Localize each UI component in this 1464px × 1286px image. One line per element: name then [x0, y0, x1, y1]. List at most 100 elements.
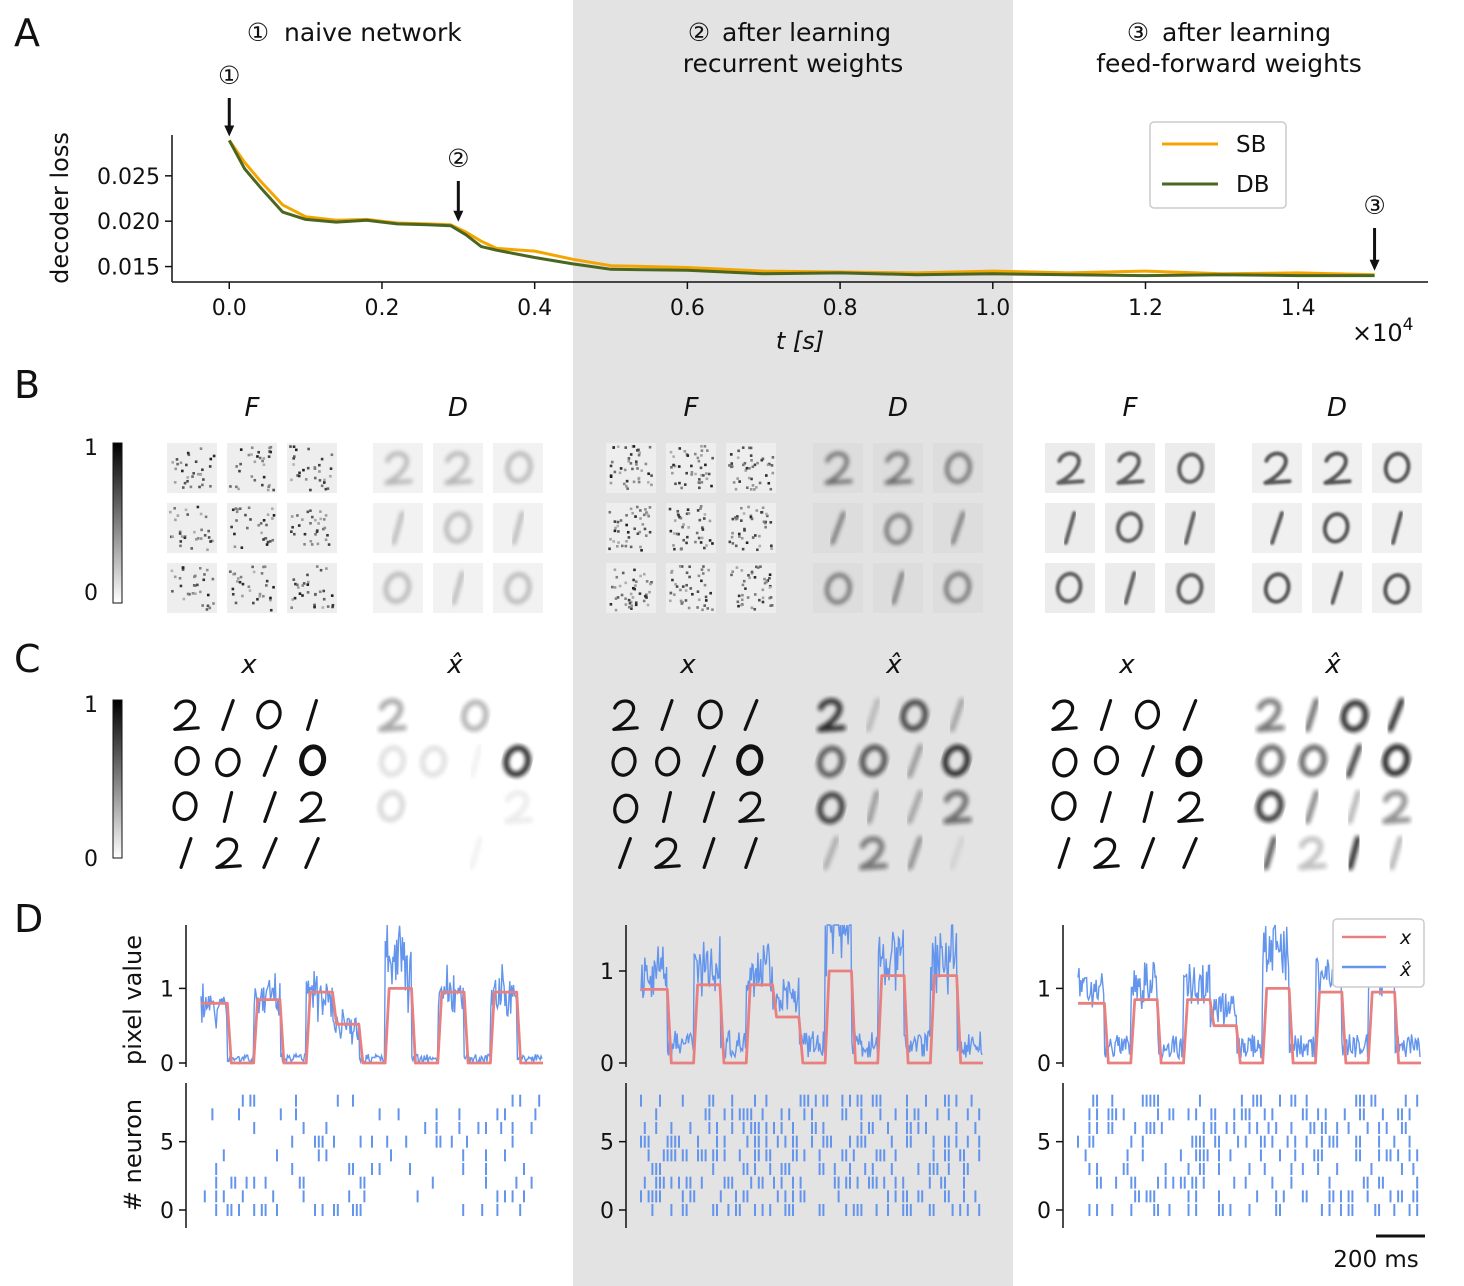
- digit-stroke-1: [891, 571, 905, 605]
- weights-cell: [493, 443, 543, 493]
- weight-pixel: [702, 517, 706, 520]
- weight-pixel: [673, 464, 677, 468]
- weight-pixel: [768, 576, 771, 580]
- pixel-tick-label: 1: [160, 977, 174, 1002]
- stage-2-shading: [573, 0, 1013, 1286]
- weight-pixel: [321, 606, 325, 609]
- weights-cell: [373, 563, 423, 613]
- weight-pixel: [676, 509, 680, 513]
- weight-pixel: [672, 544, 675, 547]
- panel-letter-a: A: [14, 11, 40, 55]
- weight-pixel: [636, 532, 640, 536]
- weight-pixel: [741, 593, 744, 597]
- weight-pixel: [181, 469, 184, 473]
- weight-pixel: [632, 578, 635, 582]
- digit-stroke-1: [262, 836, 278, 870]
- loss-chart-markers: ① ② ③: [218, 61, 1386, 271]
- weight-pixel: [761, 506, 765, 510]
- pixel-tick-label: 0: [600, 1052, 614, 1077]
- weight-pixel: [636, 467, 639, 470]
- weight-pixel: [648, 506, 652, 509]
- weight-pixel: [769, 596, 773, 599]
- weight-pixel: [629, 592, 633, 596]
- weight-pixel: [314, 518, 317, 522]
- digit-stroke-1: [744, 836, 758, 870]
- weight-pixel: [262, 538, 265, 541]
- weight-pixel: [265, 584, 268, 587]
- digit-stroke-2: [1177, 791, 1204, 823]
- weights-cell: [1105, 503, 1155, 553]
- weight-pixel: [269, 598, 272, 602]
- weight-pixel: [230, 525, 233, 529]
- weight-pixel: [178, 532, 182, 535]
- weights-cell: [1312, 503, 1362, 553]
- weights-cell: [813, 563, 863, 613]
- digit-stroke-0: [655, 746, 681, 777]
- weight-pixel: [296, 474, 299, 477]
- weight-pixel: [314, 532, 317, 536]
- weight-pixel: [673, 547, 676, 551]
- weight-pixel: [672, 532, 676, 535]
- weight-pixel: [756, 548, 759, 552]
- weight-pixel: [677, 532, 680, 536]
- weights-group-3-f: F: [1045, 393, 1215, 613]
- weight-pixel: [768, 596, 771, 600]
- weight-pixel: [749, 514, 753, 518]
- weight-pixel: [700, 454, 703, 457]
- weight-pixel: [698, 478, 701, 481]
- weight-pixel: [703, 513, 707, 516]
- loss-chart: 0.0 0.2 0.4 0.6 0.8 1.0 1.2 1.40.0150.0200.025 …: [46, 61, 1428, 355]
- weights-cell: [606, 443, 656, 493]
- reconstruction-group-3-xhat: x̂: [1255, 650, 1411, 871]
- weight-pixel: [181, 568, 185, 571]
- digit-stroke-1: [304, 836, 320, 870]
- digit-stroke-1: [1100, 790, 1112, 824]
- weight-pixel: [747, 573, 750, 577]
- digit-stroke-1: [906, 743, 924, 779]
- digit-stroke-1: [1330, 571, 1344, 605]
- pixel-tick-label: 1: [1037, 977, 1051, 1002]
- digit-stroke-1: [1391, 511, 1403, 545]
- weights-group-2-f: F: [606, 393, 776, 613]
- digit-stroke-0: [1134, 699, 1161, 730]
- weights-cell: [1165, 563, 1215, 613]
- reconstruction-group-label: x: [679, 650, 696, 680]
- weight-pixel: [639, 509, 642, 512]
- weight-pixel: [325, 567, 328, 570]
- digit-stroke-2: [1051, 699, 1078, 731]
- digit-stroke-1: [866, 789, 880, 825]
- weight-pixel: [681, 525, 684, 529]
- weight-pixel: [689, 587, 693, 590]
- weights-group-label: F: [1123, 393, 1139, 423]
- stage-1-marker: ①: [247, 18, 269, 47]
- weight-pixel: [239, 575, 243, 579]
- weight-pixel: [627, 459, 631, 463]
- weight-pixel: [734, 516, 737, 519]
- weights-group-3-d: D: [1252, 393, 1422, 613]
- weight-pixel: [231, 508, 235, 512]
- digit-stroke-0: [503, 745, 531, 778]
- weight-pixel: [699, 507, 702, 510]
- weight-pixel: [304, 478, 308, 481]
- digit-stroke-0: [505, 451, 533, 484]
- weight-pixel: [247, 585, 251, 589]
- weight-pixel: [330, 453, 334, 457]
- weights-cell: [873, 503, 923, 553]
- weights-cell: [726, 443, 776, 493]
- digit-stroke-0: [697, 699, 723, 730]
- weights-cell: [373, 443, 423, 493]
- weight-pixel: [751, 465, 755, 469]
- weight-pixel: [744, 587, 747, 590]
- stage-1-title: ① naive network: [247, 18, 462, 47]
- weight-pixel: [302, 468, 305, 472]
- weight-pixel: [292, 445, 296, 449]
- weight-pixel: [204, 515, 208, 519]
- weight-pixel: [691, 592, 694, 596]
- digit-stroke-1: [661, 790, 673, 824]
- weight-pixel: [704, 463, 707, 467]
- weight-pixel: [298, 471, 301, 475]
- weight-pixel: [241, 582, 245, 586]
- digit-stroke-0: [944, 571, 972, 604]
- digit-stroke-1: [1142, 790, 1154, 824]
- digit-stroke-1: [702, 790, 716, 824]
